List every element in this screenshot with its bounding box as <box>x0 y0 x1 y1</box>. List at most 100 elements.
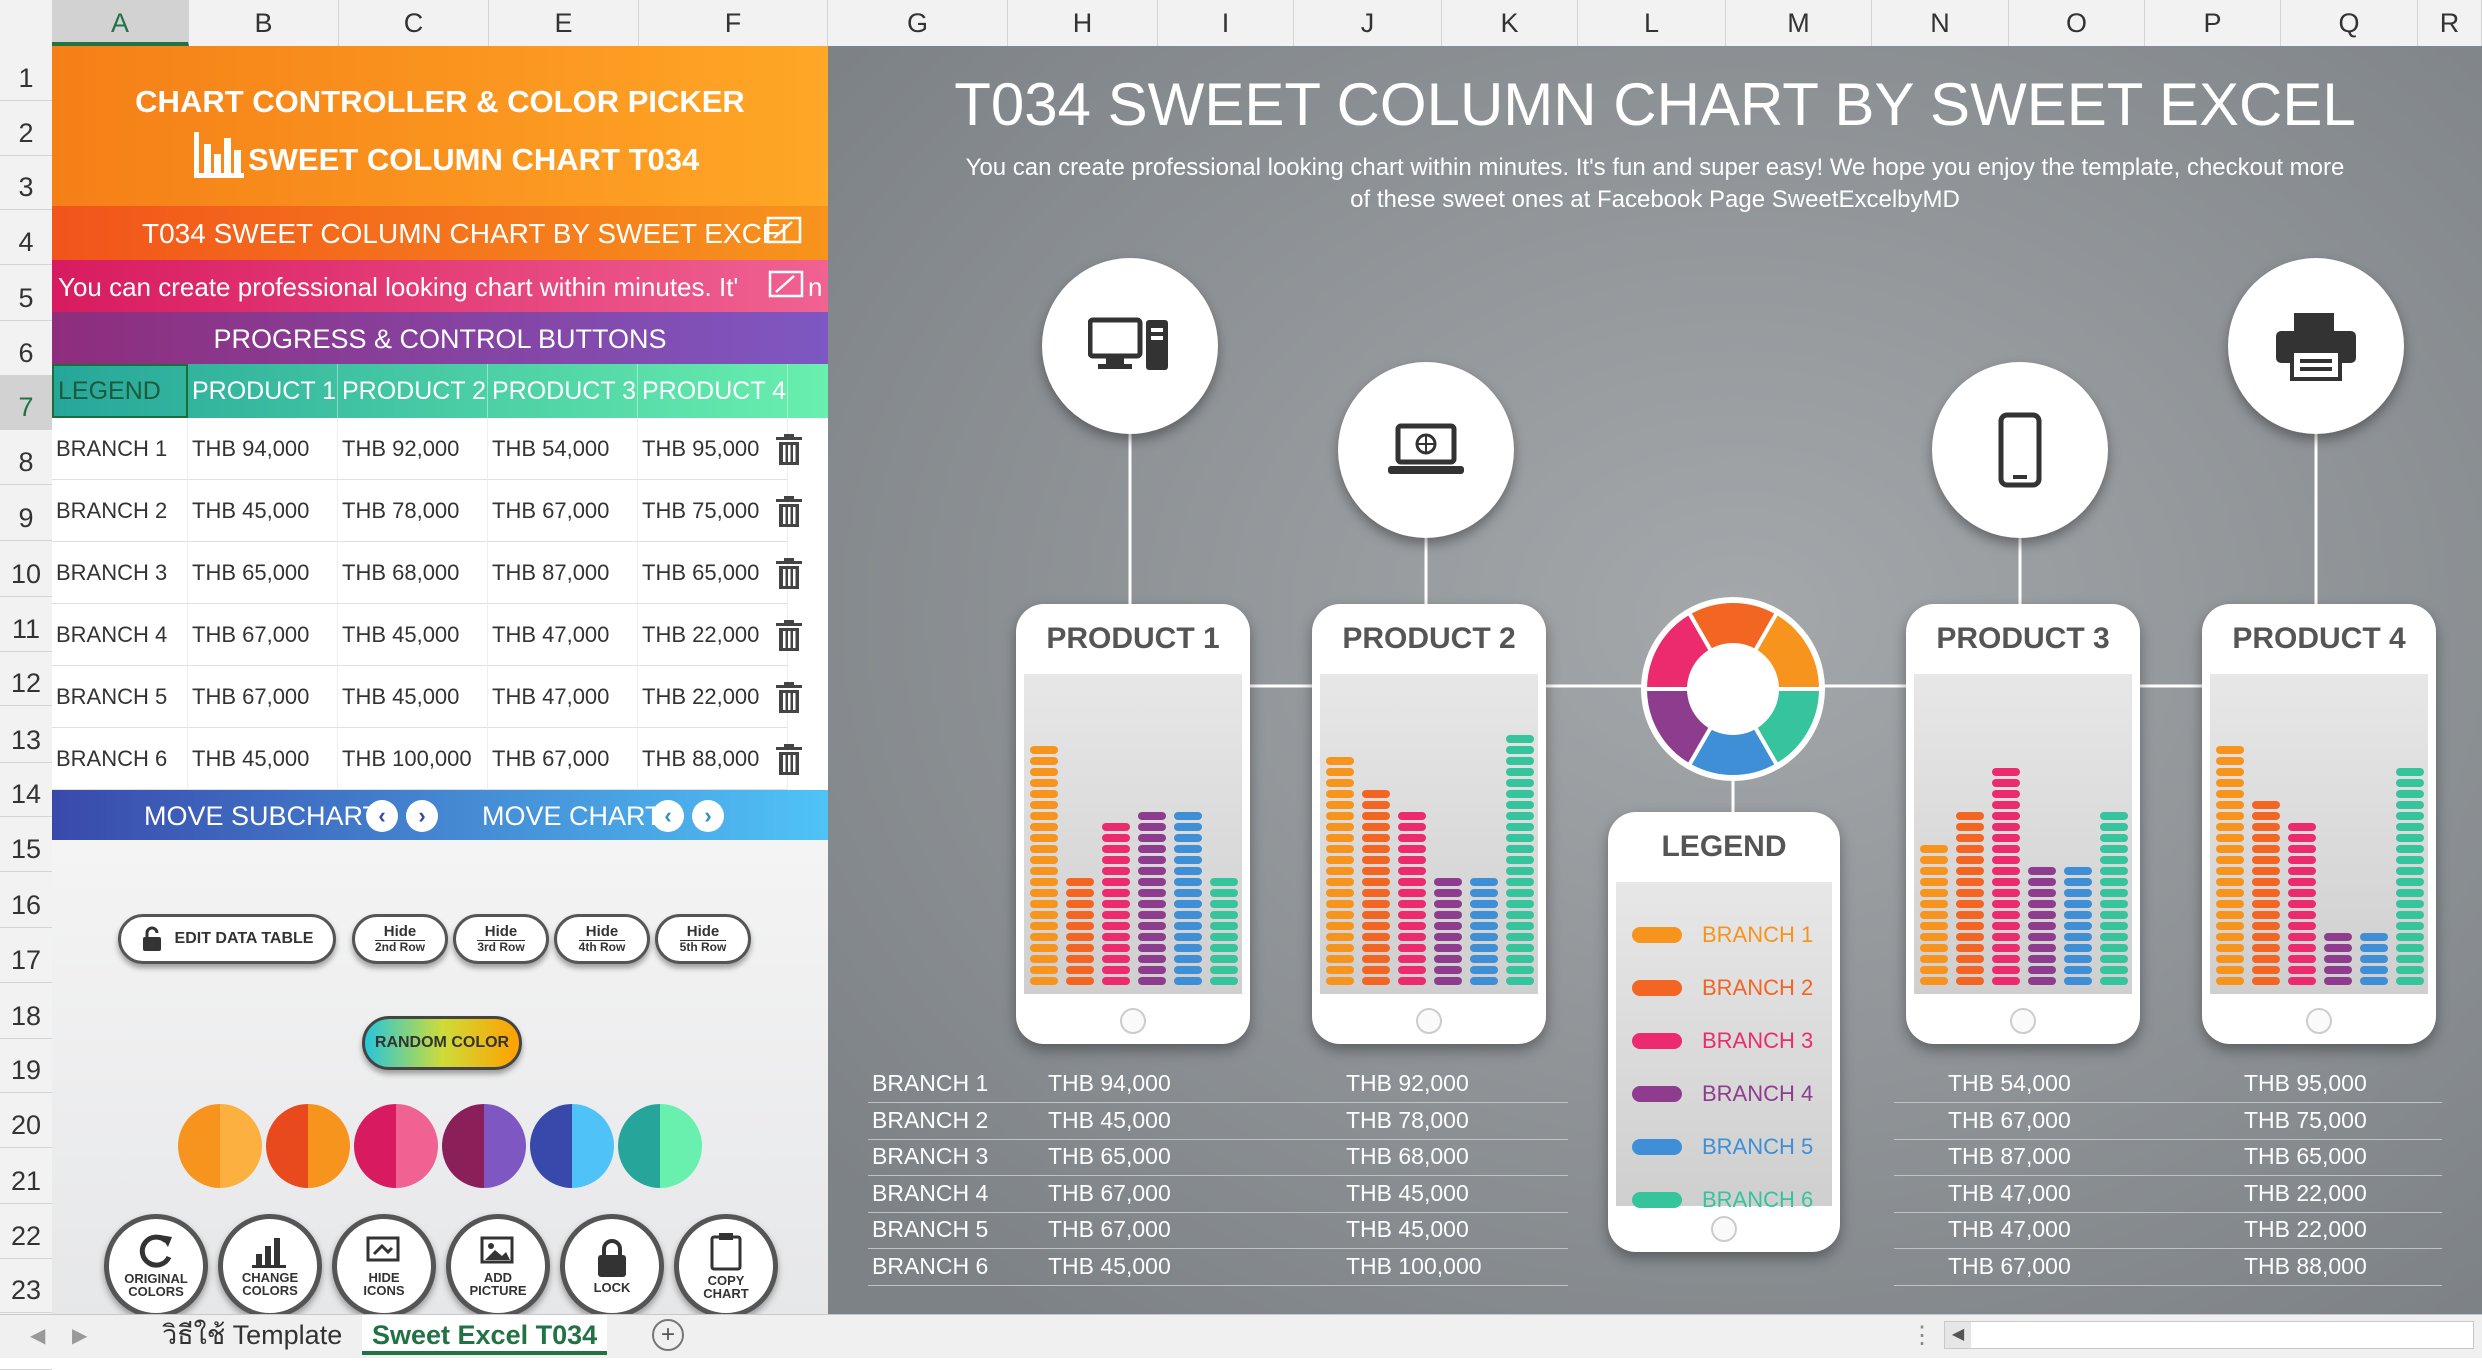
column-header-K[interactable]: K <box>1442 0 1578 46</box>
delete-row-icon[interactable] <box>774 496 804 528</box>
column-header-N[interactable]: N <box>1872 0 2009 46</box>
row-header-13[interactable]: 13 <box>0 708 52 763</box>
tab-split-handle-icon[interactable]: ⋮ <box>1910 1322 1934 1349</box>
header-cell-product-4[interactable]: PRODUCT 4 <box>638 364 788 418</box>
tab-scroll-left-icon[interactable]: ◀ <box>30 1325 46 1347</box>
table-cell[interactable]: THB 67,000 <box>188 604 338 666</box>
column-header-B[interactable]: B <box>189 0 339 46</box>
delete-row-icon[interactable] <box>774 682 804 714</box>
table-cell[interactable]: THB 22,000 <box>638 604 788 666</box>
color-swatch[interactable] <box>618 1104 702 1188</box>
horizontal-scrollbar[interactable]: ◀ <box>1944 1321 2474 1349</box>
column-header-O[interactable]: O <box>2009 0 2145 46</box>
row-header-22[interactable]: 22 <box>0 1204 52 1259</box>
row-header-15[interactable]: 15 <box>0 817 52 872</box>
table-cell[interactable]: THB 22,000 <box>638 666 788 728</box>
action-button[interactable]: COPY CHART <box>674 1214 778 1318</box>
select-all-corner[interactable] <box>0 0 53 46</box>
table-cell[interactable]: THB 67,000 <box>488 480 638 542</box>
row-header-18[interactable]: 18 <box>0 984 52 1039</box>
column-header-F[interactable]: F <box>639 0 828 46</box>
move-chart-left-button[interactable]: ‹ <box>652 800 684 832</box>
row-header-1[interactable]: 1 <box>0 46 52 102</box>
chart-title-cell[interactable]: T034 SWEET COLUMN CHART BY SWEET EXCEL <box>52 206 828 260</box>
column-header-E[interactable]: E <box>489 0 639 46</box>
action-button[interactable]: LOCK <box>560 1214 664 1318</box>
color-swatch[interactable] <box>178 1104 262 1188</box>
subtitle-cell[interactable]: You can create professional looking char… <box>52 260 828 312</box>
table-cell[interactable]: THB 65,000 <box>638 542 788 604</box>
row-header-20[interactable]: 20 <box>0 1093 52 1149</box>
column-header-J[interactable]: J <box>1294 0 1442 46</box>
color-swatch[interactable] <box>354 1104 438 1188</box>
row-header-11[interactable]: 11 <box>0 597 52 652</box>
table-cell[interactable]: THB 54,000 <box>488 418 638 480</box>
row-header-3[interactable]: 3 <box>0 155 52 211</box>
row-header-14[interactable]: 14 <box>0 762 52 818</box>
table-cell[interactable]: BRANCH 5 <box>52 666 188 728</box>
table-cell[interactable]: THB 45,000 <box>338 666 488 728</box>
row-header-8[interactable]: 8 <box>0 430 52 485</box>
tab-how-to-use[interactable]: วิธีใช้ Template <box>162 1320 343 1350</box>
header-cell-product-3[interactable]: PRODUCT 3 <box>488 364 638 418</box>
action-button[interactable]: ORIGINAL COLORS <box>104 1214 208 1318</box>
table-cell[interactable]: THB 45,000 <box>188 480 338 542</box>
edit-data-table-button[interactable]: EDIT DATA TABLE <box>118 914 336 964</box>
row-header-4[interactable]: 4 <box>0 210 52 265</box>
color-swatch[interactable] <box>266 1104 350 1188</box>
delete-row-icon[interactable] <box>774 620 804 652</box>
table-cell[interactable]: THB 78,000 <box>338 480 488 542</box>
color-swatch[interactable] <box>442 1104 526 1188</box>
row-header-6[interactable]: 6 <box>0 321 52 376</box>
action-button[interactable]: ADD PICTURE <box>446 1214 550 1318</box>
row-header-9[interactable]: 9 <box>0 486 52 542</box>
table-cell[interactable]: THB 45,000 <box>338 604 488 666</box>
column-header-P[interactable]: P <box>2145 0 2281 46</box>
row-header-10[interactable]: 10 <box>0 542 52 598</box>
table-cell[interactable]: THB 88,000 <box>638 728 788 790</box>
row-header-2[interactable]: 2 <box>0 101 52 156</box>
table-cell[interactable]: THB 47,000 <box>488 604 638 666</box>
row-header-17[interactable]: 17 <box>0 928 52 983</box>
hide-row-button[interactable]: Hide 3rd Row <box>453 914 549 964</box>
column-header-L[interactable]: L <box>1578 0 1726 46</box>
move-subchart-right-button[interactable]: › <box>406 800 438 832</box>
action-button[interactable]: HIDE ICONS <box>332 1214 436 1318</box>
table-cell[interactable]: BRANCH 6 <box>52 728 188 790</box>
column-header-I[interactable]: I <box>1158 0 1294 46</box>
scroll-left-icon[interactable]: ◀ <box>1945 1322 1971 1348</box>
table-cell[interactable]: THB 94,000 <box>188 418 338 480</box>
random-color-button[interactable]: RANDOM COLOR <box>362 1016 522 1070</box>
table-cell[interactable]: THB 75,000 <box>638 480 788 542</box>
delete-row-icon[interactable] <box>774 558 804 590</box>
add-sheet-icon[interactable]: + <box>652 1319 684 1351</box>
table-cell[interactable]: THB 95,000 <box>638 418 788 480</box>
tab-sweet-excel-t034[interactable]: Sweet Excel T034 <box>362 1315 608 1355</box>
row-header-19[interactable]: 19 <box>0 1038 52 1094</box>
edit-note-icon[interactable] <box>768 270 804 300</box>
table-cell[interactable]: THB 47,000 <box>488 666 638 728</box>
column-header-A[interactable]: A <box>52 0 189 46</box>
table-cell[interactable]: BRANCH 3 <box>52 542 188 604</box>
table-cell[interactable]: THB 65,000 <box>188 542 338 604</box>
row-header-16[interactable]: 16 <box>0 873 52 929</box>
hide-row-button[interactable]: Hide 2nd Row <box>352 914 448 964</box>
move-chart-right-button[interactable]: › <box>692 800 724 832</box>
chart-dashboard[interactable]: T034 SWEET COLUMN CHART BY SWEET EXCEL Y… <box>828 46 2482 1314</box>
header-cell-legend[interactable]: LEGEND <box>52 364 188 418</box>
edit-note-icon[interactable] <box>766 216 802 246</box>
table-cell[interactable]: BRANCH 4 <box>52 604 188 666</box>
action-button[interactable]: CHANGE COLORS <box>218 1214 322 1318</box>
row-header-12[interactable]: 12 <box>0 651 52 707</box>
row-header-23[interactable]: 23 <box>0 1258 52 1314</box>
table-cell[interactable]: BRANCH 2 <box>52 480 188 542</box>
delete-row-icon[interactable] <box>774 744 804 776</box>
column-header-M[interactable]: M <box>1726 0 1872 46</box>
table-cell[interactable]: THB 100,000 <box>338 728 488 790</box>
header-cell-product-2[interactable]: PRODUCT 2 <box>338 364 488 418</box>
column-header-H[interactable]: H <box>1008 0 1158 46</box>
table-cell[interactable]: THB 92,000 <box>338 418 488 480</box>
table-cell[interactable]: THB 67,000 <box>488 728 638 790</box>
row-header-5[interactable]: 5 <box>0 266 52 322</box>
table-cell[interactable]: THB 67,000 <box>188 666 338 728</box>
